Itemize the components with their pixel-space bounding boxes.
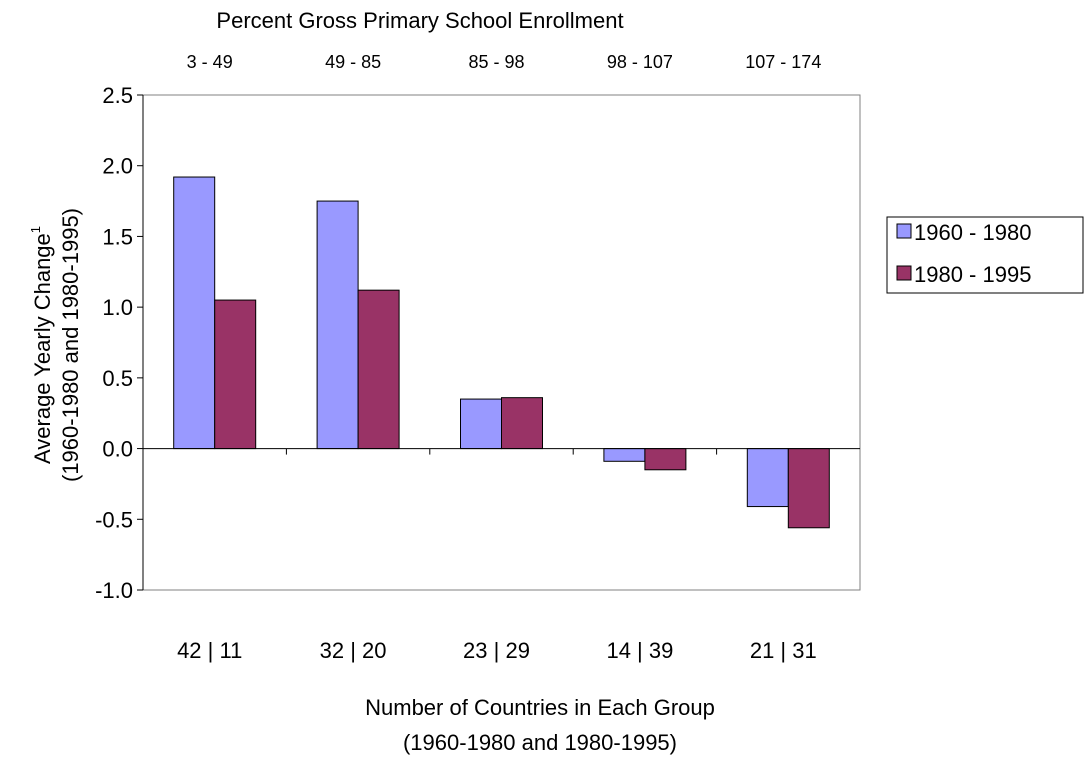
bar-series1-3	[604, 449, 645, 462]
top-category-label: 98 - 107	[607, 52, 673, 72]
bars	[174, 177, 830, 528]
y-tick-label: 2.5	[102, 83, 133, 108]
bar-series2-1	[358, 290, 399, 448]
legend-label-1980-1995: 1980 - 1995	[914, 262, 1031, 287]
legend-swatch-1980-1995	[897, 266, 911, 280]
y-axis-title-superscript: 1	[28, 226, 43, 233]
top-category-label: 85 - 98	[468, 52, 524, 72]
bottom-category-label: 23 | 29	[463, 638, 530, 663]
bar-series2-4	[788, 449, 829, 528]
bar-series1-4	[747, 449, 788, 507]
bar-series1-1	[317, 201, 358, 448]
y-tick-label: 1.0	[102, 295, 133, 320]
top-category-label: 3 - 49	[187, 52, 233, 72]
bottom-category-label: 42 | 11	[177, 638, 242, 663]
y-tick-label: 0.0	[102, 437, 133, 462]
bottom-category-labels: 42 | 11 32 | 20 23 | 29 14 | 39 21 | 31	[177, 638, 817, 663]
y-axis: -1.0 -0.5 0.0 0.5 1.0 1.5 2.0 2.5	[95, 83, 143, 603]
legend-swatch-1960-1980	[897, 224, 911, 238]
legend-label-1960-1980: 1960 - 1980	[914, 220, 1031, 245]
bar-series2-2	[502, 398, 543, 449]
top-axis-title: Percent Gross Primary School Enrollment	[216, 8, 623, 33]
bar-series1-0	[174, 177, 215, 449]
bar-series2-0	[215, 300, 256, 449]
y-tick-label: -1.0	[95, 578, 133, 603]
bottom-category-label: 14 | 39	[606, 638, 673, 663]
bar-series2-3	[645, 449, 686, 470]
y-tick-label: -0.5	[95, 507, 133, 532]
x-axis-title-line1: Number of Countries in Each Group	[365, 695, 715, 720]
y-axis-title: Average Yearly Change1 (1960-1980 and 19…	[28, 208, 83, 482]
y-tick-label: 1.5	[102, 224, 133, 249]
bar-series1-2	[461, 399, 502, 449]
bottom-category-label: 32 | 20	[320, 638, 387, 663]
y-axis-title-line2: (1960-1980 and 1980-1995)	[58, 208, 83, 482]
x-axis-title-line2: (1960-1980 and 1980-1995)	[403, 730, 677, 755]
y-axis-title-line1: Average Yearly Change	[30, 233, 55, 464]
top-category-label: 49 - 85	[325, 52, 381, 72]
top-category-label: 107 - 174	[745, 52, 821, 72]
legend: 1960 - 1980 1980 - 1995	[887, 217, 1083, 293]
bottom-category-label: 21 | 31	[750, 638, 817, 663]
svg-text:Average Yearly Change1: Average Yearly Change1	[28, 226, 55, 464]
y-tick-label: 2.0	[102, 154, 133, 179]
y-tick-label: 0.5	[102, 366, 133, 391]
top-category-labels: 3 - 49 49 - 85 85 - 98 98 - 107 107 - 174	[187, 52, 822, 72]
